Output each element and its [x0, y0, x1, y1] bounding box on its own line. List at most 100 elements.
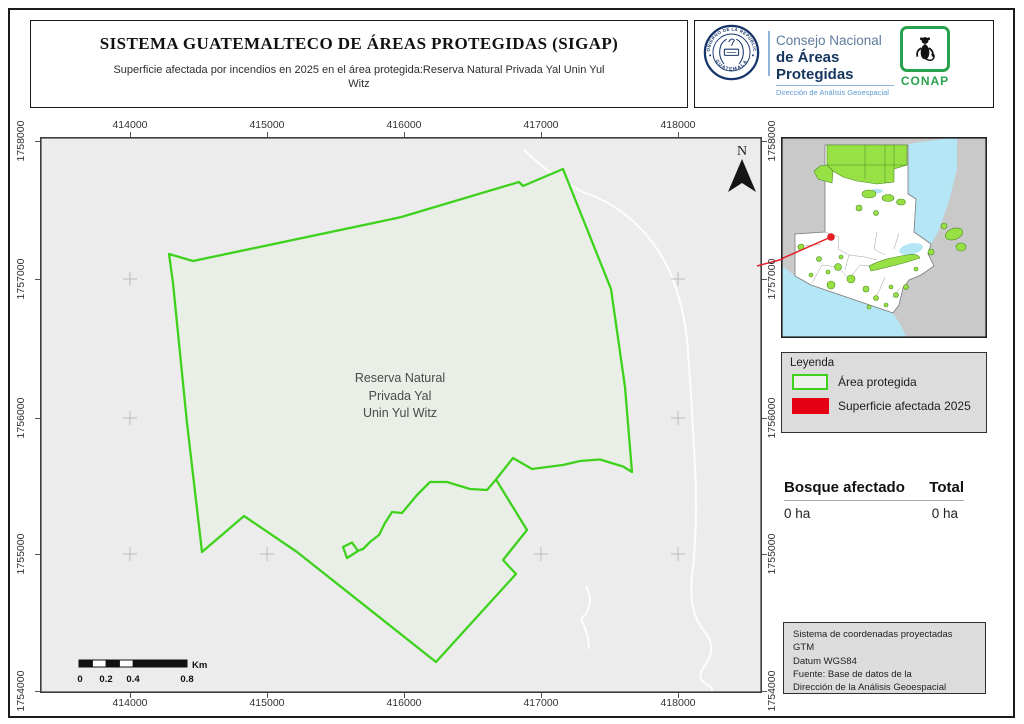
x-axis-label-top: 416000: [386, 119, 422, 131]
conap-name-line1: Consejo Nacional: [776, 33, 882, 48]
area-label: Reserva Natural Privada Yal Unin Yul Wit…: [340, 370, 460, 423]
x-axis-label-top: 414000: [112, 119, 148, 131]
conap-acronym: CONAP: [900, 74, 950, 88]
logo-box: [694, 20, 994, 108]
main-map: N: [40, 137, 762, 693]
x-axis-label-top: 418000: [660, 119, 696, 131]
inset-protected-areas: [797, 144, 967, 310]
y-axis-label-left: 1757000: [15, 258, 27, 300]
stats-col1-header: Bosque afectado: [784, 479, 905, 496]
inset-lake-izabal: [899, 243, 923, 255]
north-arrow-icon: N: [728, 144, 756, 192]
conap-name-line2: de Áreas Protegidas: [776, 49, 854, 83]
inset-frame: [781, 137, 987, 338]
x-tick-top: [678, 132, 679, 137]
y-axis-label-right: 1758000: [766, 120, 778, 162]
x-tick-bottom: [130, 693, 131, 698]
y-tick-left: [35, 554, 40, 555]
x-axis-label-bottom: 414000: [112, 697, 148, 709]
legend-box: Leyenda Área protegida Superficie afecta…: [781, 352, 987, 433]
x-axis-label-bottom: 416000: [386, 697, 422, 709]
svg-text:0: 0: [77, 674, 82, 685]
credits-line: Sistema de coordenadas proyectadas: [793, 629, 953, 640]
credits-line: Datum WGS84: [793, 655, 857, 667]
conap-logo: CONAP: [899, 26, 951, 88]
y-axis-label-right: 1756000: [766, 397, 778, 439]
credits-line: Dirección de la Análisis Geoespacial: [793, 682, 947, 694]
legend-swatch-affected-area: [792, 398, 829, 414]
scale-bar: Km 0 0.2 0.4 0.8: [77, 659, 207, 685]
page-title: SISTEMA GUATEMALTECO DE ÁREAS PROTEGIDAS…: [99, 34, 619, 53]
y-tick-left: [35, 418, 40, 419]
stats-table: Bosque afectado Total 0 ha 0 ha: [784, 479, 964, 521]
conap-monkey-badge: [900, 26, 950, 72]
y-axis-label-right: 1754000: [766, 670, 778, 712]
y-axis-label-left: 1755000: [15, 533, 27, 575]
header-title-box: SISTEMA GUATEMALTECO DE ÁREAS PROTEGIDAS…: [30, 20, 688, 108]
svg-text:0.4: 0.4: [126, 674, 140, 685]
inset-caribbean-water: [908, 137, 957, 244]
x-axis-label-bottom: 417000: [523, 697, 559, 709]
stats-header-row: Bosque afectado Total: [784, 479, 964, 501]
y-axis-label-left: 1754000: [15, 670, 27, 712]
x-tick-top: [541, 132, 542, 137]
x-tick-top: [130, 132, 131, 137]
locator-line: [781, 236, 832, 260]
area-label-line1: Reserva Natural: [354, 371, 446, 385]
boundary-detail-line: [356, 478, 497, 553]
x-axis-label-bottom: 418000: [660, 697, 696, 709]
stats-col2-header: Total: [929, 479, 964, 496]
page-border: [8, 8, 1015, 718]
legend-label: Área protegida: [838, 375, 917, 389]
stats-value-row: 0 ha 0 ha: [784, 506, 964, 521]
svg-text:0.2: 0.2: [99, 674, 112, 685]
y-axis-label-right: 1755000: [766, 533, 778, 575]
credits-line: Fuente: Base de datos de la: [793, 668, 912, 680]
y-axis-label-right: 1757000: [766, 258, 778, 300]
y-tick-left: [35, 279, 40, 280]
scale-labels: 0 0.2 0.4 0.8: [77, 674, 193, 685]
locator-dot: [827, 233, 835, 241]
conap-subunit: Dirección de Análisis Geoespacial: [776, 88, 889, 97]
map-frame: [40, 137, 762, 693]
x-axis-label-top: 415000: [249, 119, 285, 131]
credits-line: GTM: [793, 642, 815, 654]
legend-label: Superficie afectada 2025: [838, 399, 971, 413]
y-tick-left: [35, 691, 40, 692]
scale-bar-segments: [78, 659, 188, 668]
enclave-square: [341, 541, 360, 560]
x-tick-top: [267, 132, 268, 137]
y-tick-right: [762, 691, 767, 692]
logo-divider: [768, 31, 770, 76]
x-tick-top: [404, 132, 405, 137]
conap-wordmark: Consejo Nacional de Áreas Protegidas Dir…: [776, 33, 901, 97]
x-axis-label-top: 417000: [523, 119, 559, 131]
stats-col2-value: 0 ha: [931, 506, 958, 521]
y-tick-right: [762, 554, 767, 555]
y-tick-right: [762, 279, 767, 280]
conap-rule: [776, 85, 894, 86]
x-axis-label-bottom: 415000: [249, 697, 285, 709]
legend-title: Leyenda: [790, 357, 835, 369]
scale-unit: Km: [192, 660, 207, 671]
area-label-line2: Privada Yal: [368, 388, 432, 403]
inset-map-guatemala: [781, 137, 987, 338]
svg-text:0.8: 0.8: [180, 674, 193, 685]
y-tick-left: [35, 141, 40, 142]
x-tick-bottom: [267, 693, 268, 698]
y-axis-label-left: 1758000: [15, 120, 27, 162]
protected-area-polygon: [167, 167, 634, 664]
monkey-icon: [916, 37, 935, 62]
y-axis-label-left: 1756000: [15, 397, 27, 439]
x-tick-bottom: [541, 693, 542, 698]
x-tick-bottom: [404, 693, 405, 698]
inset-department-borders: [794, 231, 901, 299]
y-tick-right: [762, 141, 767, 142]
credits-box: Sistema de coordenadas proyectadas GTM D…: [783, 622, 986, 694]
quetzal-emblem-icon: [719, 38, 744, 65]
river-lines: [523, 149, 713, 693]
legend-swatch-protected-area: [792, 374, 828, 390]
area-label-line3: Unin Yul Witz: [362, 406, 438, 420]
government-seal-icon: GOBIERNO DE LA REPÚBLICA GUATEMALA: [703, 24, 760, 81]
page-subtitle: Superficie afectada por incendios en 202…: [113, 64, 605, 90]
